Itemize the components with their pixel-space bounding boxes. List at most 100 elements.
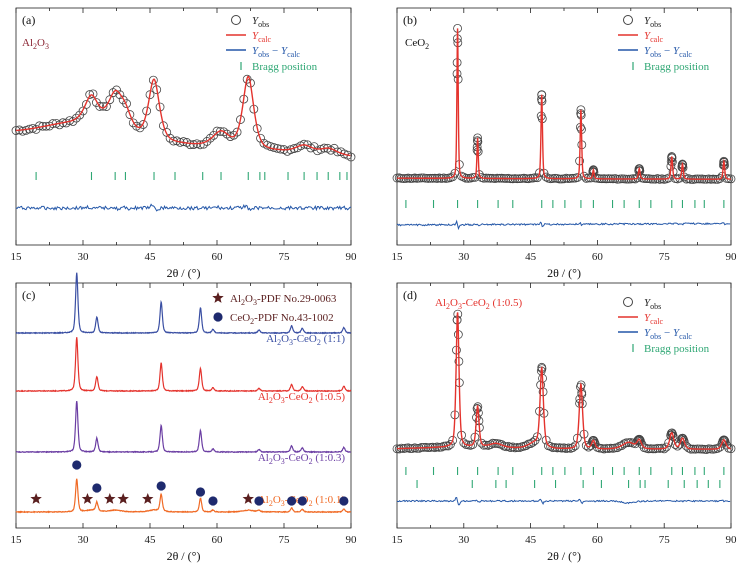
- x-tick-label: 75: [659, 534, 671, 546]
- obs-point: [256, 133, 265, 143]
- series-line: [15, 478, 352, 514]
- obs-point: [105, 95, 115, 105]
- legend-bragg-label: Bragg position: [644, 343, 710, 355]
- ceo2-circle-marker: [286, 496, 297, 506]
- sample-label: Al2​O3​: [22, 37, 49, 51]
- obs-point: [185, 140, 195, 150]
- diff-line: [15, 203, 352, 212]
- legend-bragg-label: Bragg position: [644, 61, 710, 73]
- al2o3-star-marker: [104, 493, 116, 504]
- al2o3-star-marker: [242, 493, 254, 504]
- obs-point: [299, 139, 309, 149]
- obs-point: [115, 90, 125, 100]
- obs-point: [122, 99, 131, 109]
- obs-point: [590, 438, 600, 448]
- panel-b-frame: [396, 7, 732, 246]
- x-tick-label: 90: [726, 251, 738, 263]
- obs-point: [18, 126, 28, 136]
- series-line: [15, 400, 351, 454]
- x-tick-label: 30: [78, 251, 90, 263]
- obs-point: [135, 123, 145, 133]
- obs-point: [664, 173, 674, 183]
- obs-point: [477, 438, 487, 448]
- legend-calc-label: Ycalc: [644, 30, 663, 44]
- x-axis-title: 2θ / (°): [547, 266, 581, 280]
- obs-point: [205, 133, 215, 143]
- x-tick-label: 30: [458, 534, 470, 546]
- sample-label: Al2​O3​-CeO2​ (1:0.5): [435, 297, 523, 311]
- x-axis-title: 2θ / (°): [547, 549, 581, 563]
- ceo2-circle-marker: [297, 496, 307, 506]
- obs-point: [589, 167, 599, 177]
- obs-point: [446, 440, 455, 449]
- obs-point: [81, 100, 91, 109]
- x-tick-label: 60: [592, 251, 604, 263]
- legend-circle-marker: [213, 312, 223, 322]
- obs-point: [584, 173, 593, 183]
- obs-point: [189, 140, 198, 149]
- obs-point: [673, 441, 682, 451]
- diff-line: [396, 497, 731, 506]
- diff-line: [396, 219, 731, 231]
- calc-line: [15, 75, 351, 157]
- series-label: Al2​O3​-CeO2​ (1:0.3): [258, 452, 346, 466]
- obs-point: [546, 442, 556, 451]
- x-tick-label: 75: [279, 251, 291, 263]
- panel-c: 15 30 45 60 75 90 2θ / (°) (c) Al2​O3​-CeO2​ (1:…: [11, 272, 357, 563]
- ceo2-circle-marker: [208, 496, 218, 506]
- al2o3-star-marker: [117, 493, 129, 504]
- obs-point: [58, 118, 68, 128]
- obs-point: [165, 133, 175, 143]
- panel-label: (a): [22, 13, 35, 27]
- panel-label: (c): [22, 288, 35, 302]
- obs-point: [572, 173, 582, 182]
- obs-point: [71, 113, 81, 123]
- legend-obs-label: Yobs: [644, 15, 661, 29]
- obs-point: [112, 85, 121, 95]
- panel-d-frame: [396, 282, 732, 529]
- x-tick-label: 75: [279, 534, 291, 546]
- obs-point: [619, 439, 629, 449]
- x-tick-label: 30: [458, 251, 470, 263]
- obs-point: [459, 172, 469, 182]
- obs-point: [528, 437, 538, 447]
- obs-point: [635, 434, 644, 444]
- obs-point: [441, 441, 451, 451]
- obs-point: [448, 435, 458, 445]
- obs-point: [589, 435, 599, 445]
- legend-calc-label: Ycalc: [252, 30, 271, 44]
- obs-point: [138, 120, 148, 129]
- obs-point: [684, 443, 694, 453]
- obs-point: [148, 75, 158, 85]
- panel-d: 15 30 45 60 75 90 2θ / (°) (d) Al2​O3​-CeO2​ (1:…: [392, 282, 738, 563]
- x-tick-label: 15: [11, 534, 23, 546]
- ceo2-circle-marker: [92, 483, 102, 493]
- x-tick-label: 60: [212, 251, 224, 263]
- obs-point: [635, 435, 645, 445]
- obs-point: [541, 172, 551, 182]
- x-tick-label: 45: [525, 251, 537, 263]
- legend-diff-label: Yobs − Ycalc: [644, 45, 692, 59]
- al2o3-star-marker: [81, 493, 94, 504]
- x-tick-label: 90: [726, 534, 738, 546]
- obs-point: [232, 127, 242, 137]
- x-tick-label: 15: [392, 534, 404, 546]
- legend-bragg-label: Bragg position: [252, 61, 318, 73]
- obs-point: [668, 431, 678, 441]
- x-tick-label: 30: [78, 534, 90, 546]
- obs-point: [579, 171, 589, 181]
- legend-obs-label: Yobs: [644, 297, 661, 311]
- al2o3-star-marker: [142, 493, 154, 504]
- obs-point: [108, 88, 118, 97]
- x-tick-label: 90: [346, 251, 358, 263]
- ceo2-circle-marker: [156, 481, 166, 491]
- obs-point: [719, 435, 729, 445]
- calc-line: [396, 312, 731, 450]
- legend-diff-label: Yobs − Ycalc: [252, 45, 300, 59]
- x-tick-label: 45: [145, 534, 157, 546]
- ceo2-circle-marker: [339, 496, 349, 506]
- legend-al2o3-label: Al2​O3​-PDF No.29-0063: [230, 293, 337, 307]
- legend-obs-label: Yobs: [252, 15, 269, 29]
- obs-point: [125, 110, 135, 119]
- obs-point: [85, 90, 95, 99]
